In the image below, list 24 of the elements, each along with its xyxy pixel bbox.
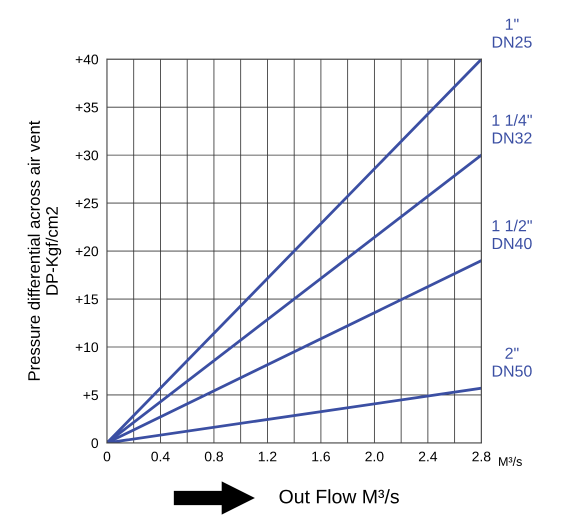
y-tick-label: +40 [76,54,98,64]
x-tick-label: 0.4 [151,452,170,462]
y-tick-label: +15 [76,294,98,304]
y-tick-label: +10 [76,342,98,352]
x-tick-label: 0 [104,452,110,462]
y-tick-label: +5 [83,390,98,400]
series-label: 2" DN50 [492,348,532,377]
x-tick-label: 2.4 [418,452,438,462]
y-tick-label: 0 [91,438,98,448]
x-tick-label: 0.8 [204,452,223,462]
y-tick-label: +20 [76,246,98,256]
x-tick-label: 2.0 [365,452,384,462]
x-tick-label: 1.2 [258,452,276,462]
y-tick-label: +35 [76,102,98,112]
x-tick-label: 2.8 [472,452,490,462]
y-tick-label: +30 [76,150,98,160]
series-label: 1" DN25 [492,18,532,48]
y-tick-label: +25 [76,198,98,208]
series-label: 1 1/4" DN32 [492,114,532,144]
x-tick-label: 1.6 [312,452,330,462]
y-axis-title: Pressure differential across air vent DP-Kgf/cm2 [28,120,62,380]
x-axis-title: Out Flow M³/s [280,489,399,504]
text: M³/s [499,456,522,466]
series-label: 1 1/2" DN40 [492,220,532,250]
